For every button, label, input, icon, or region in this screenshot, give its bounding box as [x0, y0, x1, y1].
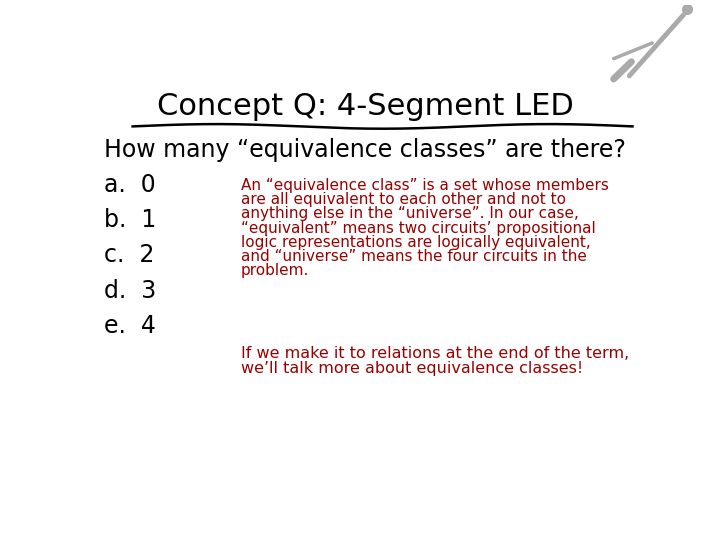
- Text: logic representations are logically equivalent,: logic representations are logically equi…: [241, 235, 591, 250]
- Text: If we make it to relations at the end of the term,: If we make it to relations at the end of…: [241, 346, 629, 361]
- Text: are all equivalent to each other and not to: are all equivalent to each other and not…: [241, 192, 566, 207]
- Text: Concept Q: 4-Segment LED: Concept Q: 4-Segment LED: [157, 92, 574, 121]
- Text: “equivalent” means two circuits’ propositional: “equivalent” means two circuits’ proposi…: [241, 221, 596, 236]
- Text: anything else in the “universe”. In our case,: anything else in the “universe”. In our …: [241, 206, 579, 221]
- Text: How many “equivalence classes” are there?: How many “equivalence classes” are there…: [104, 138, 626, 162]
- Text: problem.: problem.: [241, 264, 310, 279]
- Text: c.  2: c. 2: [104, 244, 154, 267]
- Text: e.  4: e. 4: [104, 314, 156, 338]
- Text: d.  3: d. 3: [104, 279, 156, 303]
- Text: a.  0: a. 0: [104, 173, 156, 197]
- Text: we’ll talk more about equivalence classes!: we’ll talk more about equivalence classe…: [241, 361, 583, 376]
- Text: and “universe” means the four circuits in the: and “universe” means the four circuits i…: [241, 249, 587, 264]
- Text: An “equivalence class” is a set whose members: An “equivalence class” is a set whose me…: [241, 178, 609, 193]
- Text: b.  1: b. 1: [104, 208, 156, 232]
